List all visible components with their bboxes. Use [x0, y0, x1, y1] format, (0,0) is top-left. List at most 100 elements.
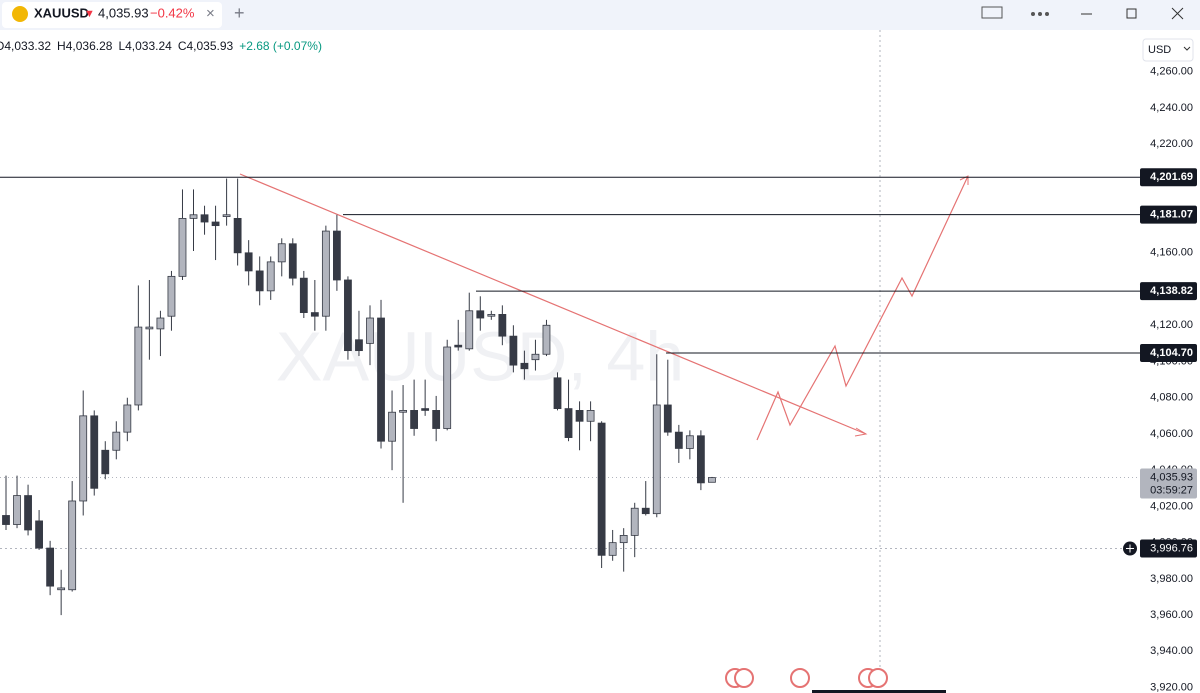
candle-body — [388, 411, 396, 442]
y-tick-label: 4,080.00 — [1150, 392, 1193, 404]
symbol-icon — [12, 6, 28, 22]
close-window[interactable] — [1171, 7, 1184, 20]
candle-body — [68, 500, 77, 591]
level-label-box — [1140, 282, 1197, 301]
y-tick-label: 4,240.00 — [1150, 102, 1193, 114]
candle-body — [167, 275, 176, 317]
candle-body — [178, 217, 187, 277]
plus-icon — [1126, 544, 1134, 553]
candle-body — [123, 404, 132, 433]
candle-body — [211, 221, 220, 227]
candle-body — [79, 415, 88, 502]
y-tick-label: 4,020.00 — [1150, 500, 1193, 512]
candle-body — [608, 542, 617, 556]
candle-body — [498, 314, 507, 337]
y-tick-label: 4,160.00 — [1150, 247, 1193, 259]
candle-body — [443, 346, 452, 429]
layout-icon[interactable] — [981, 6, 1003, 19]
more-icon[interactable] — [1031, 12, 1049, 16]
level-label-box — [1140, 168, 1197, 187]
candle-body — [35, 520, 43, 549]
candle-body — [277, 243, 286, 263]
candle-body — [145, 326, 154, 330]
candle-body — [222, 214, 231, 217]
candle-body — [421, 408, 430, 411]
legend-item: C4,035.93 — [178, 39, 234, 53]
candle-body — [652, 404, 661, 515]
change: −0.42% — [150, 5, 195, 20]
level-label-box — [1140, 343, 1197, 362]
candle-body — [410, 410, 419, 429]
candle-body — [299, 277, 308, 313]
candle-body — [355, 339, 363, 352]
legend-item: +2.68 (+0.07%) — [239, 39, 322, 53]
trend-arrow — [854, 427, 868, 437]
candle-body — [696, 435, 705, 484]
candle-body — [233, 217, 242, 254]
candle-body — [454, 344, 463, 348]
y-tick-label: 4,220.00 — [1150, 138, 1193, 150]
candle-body — [564, 408, 573, 438]
last-price-label: 4,035.93 — [1150, 471, 1193, 483]
y-tick-label: 4,120.00 — [1150, 319, 1193, 331]
down-arrow: ▼ — [84, 8, 95, 20]
candle-body — [310, 312, 319, 317]
y-tick-label: 3,920.00 — [1150, 681, 1193, 693]
legend-item: H4,036.28 — [57, 39, 113, 53]
candle-body — [2, 515, 10, 525]
candle-body — [377, 317, 385, 442]
candle-body — [57, 587, 66, 591]
candle-body — [321, 230, 330, 317]
y-tick-label: 4,060.00 — [1150, 428, 1193, 440]
candle-body — [476, 310, 485, 319]
y-tick-label: 3,960.00 — [1150, 609, 1193, 621]
add-tab[interactable]: + — [234, 3, 245, 23]
y-tick-label: 3,980.00 — [1150, 573, 1193, 585]
currency-caret — [1183, 46, 1191, 51]
candle-body — [597, 422, 606, 556]
candle-body — [432, 410, 441, 429]
level-label: 4,138.82 — [1150, 285, 1193, 297]
candle-body — [288, 243, 297, 279]
candle-body — [586, 410, 595, 422]
crosshair-label: 3,996.76 — [1150, 542, 1193, 554]
price: 4,035.93 — [98, 5, 149, 20]
ohlc-legend: O4,033.32 H4,036.28 L4,033.24 C4,035.93 +2.6… — [0, 39, 322, 53]
currency-button[interactable] — [1142, 38, 1194, 62]
candle-body — [156, 317, 165, 330]
trend-line — [239, 173, 867, 435]
legend-item: O4,033.32 — [0, 39, 51, 53]
candle-body — [255, 270, 264, 292]
candle-body — [101, 449, 110, 475]
candle-body — [366, 317, 374, 344]
legend-item: L4,033.24 — [118, 39, 172, 53]
crosshair-box — [1140, 539, 1197, 558]
maximize[interactable] — [1126, 8, 1137, 19]
candle-body — [134, 326, 143, 406]
countdown: 03:59:27 — [1150, 484, 1193, 496]
projection-arrow — [959, 175, 969, 185]
level-label: 4,201.69 — [1150, 171, 1193, 183]
candle-body — [112, 431, 121, 451]
last-price-box — [1140, 468, 1197, 499]
candle-body — [332, 230, 341, 281]
candle-body — [708, 477, 716, 483]
candle-body — [630, 507, 639, 536]
candle-body — [189, 214, 198, 219]
candle-body — [13, 495, 21, 525]
candle-body — [674, 431, 683, 449]
y-tick-label: 3,940.00 — [1150, 645, 1193, 657]
y-tick-label: 4,260.00 — [1150, 66, 1193, 78]
tab[interactable] — [2, 2, 222, 28]
close-tab[interactable]: × — [206, 5, 215, 22]
candle-body — [542, 324, 551, 355]
candle-body — [24, 495, 32, 531]
candle-body — [509, 335, 518, 366]
candle-body — [344, 279, 352, 352]
candle-body — [399, 410, 407, 413]
candle-body — [641, 507, 650, 515]
candle-body — [553, 377, 562, 409]
candle-body — [46, 547, 55, 587]
